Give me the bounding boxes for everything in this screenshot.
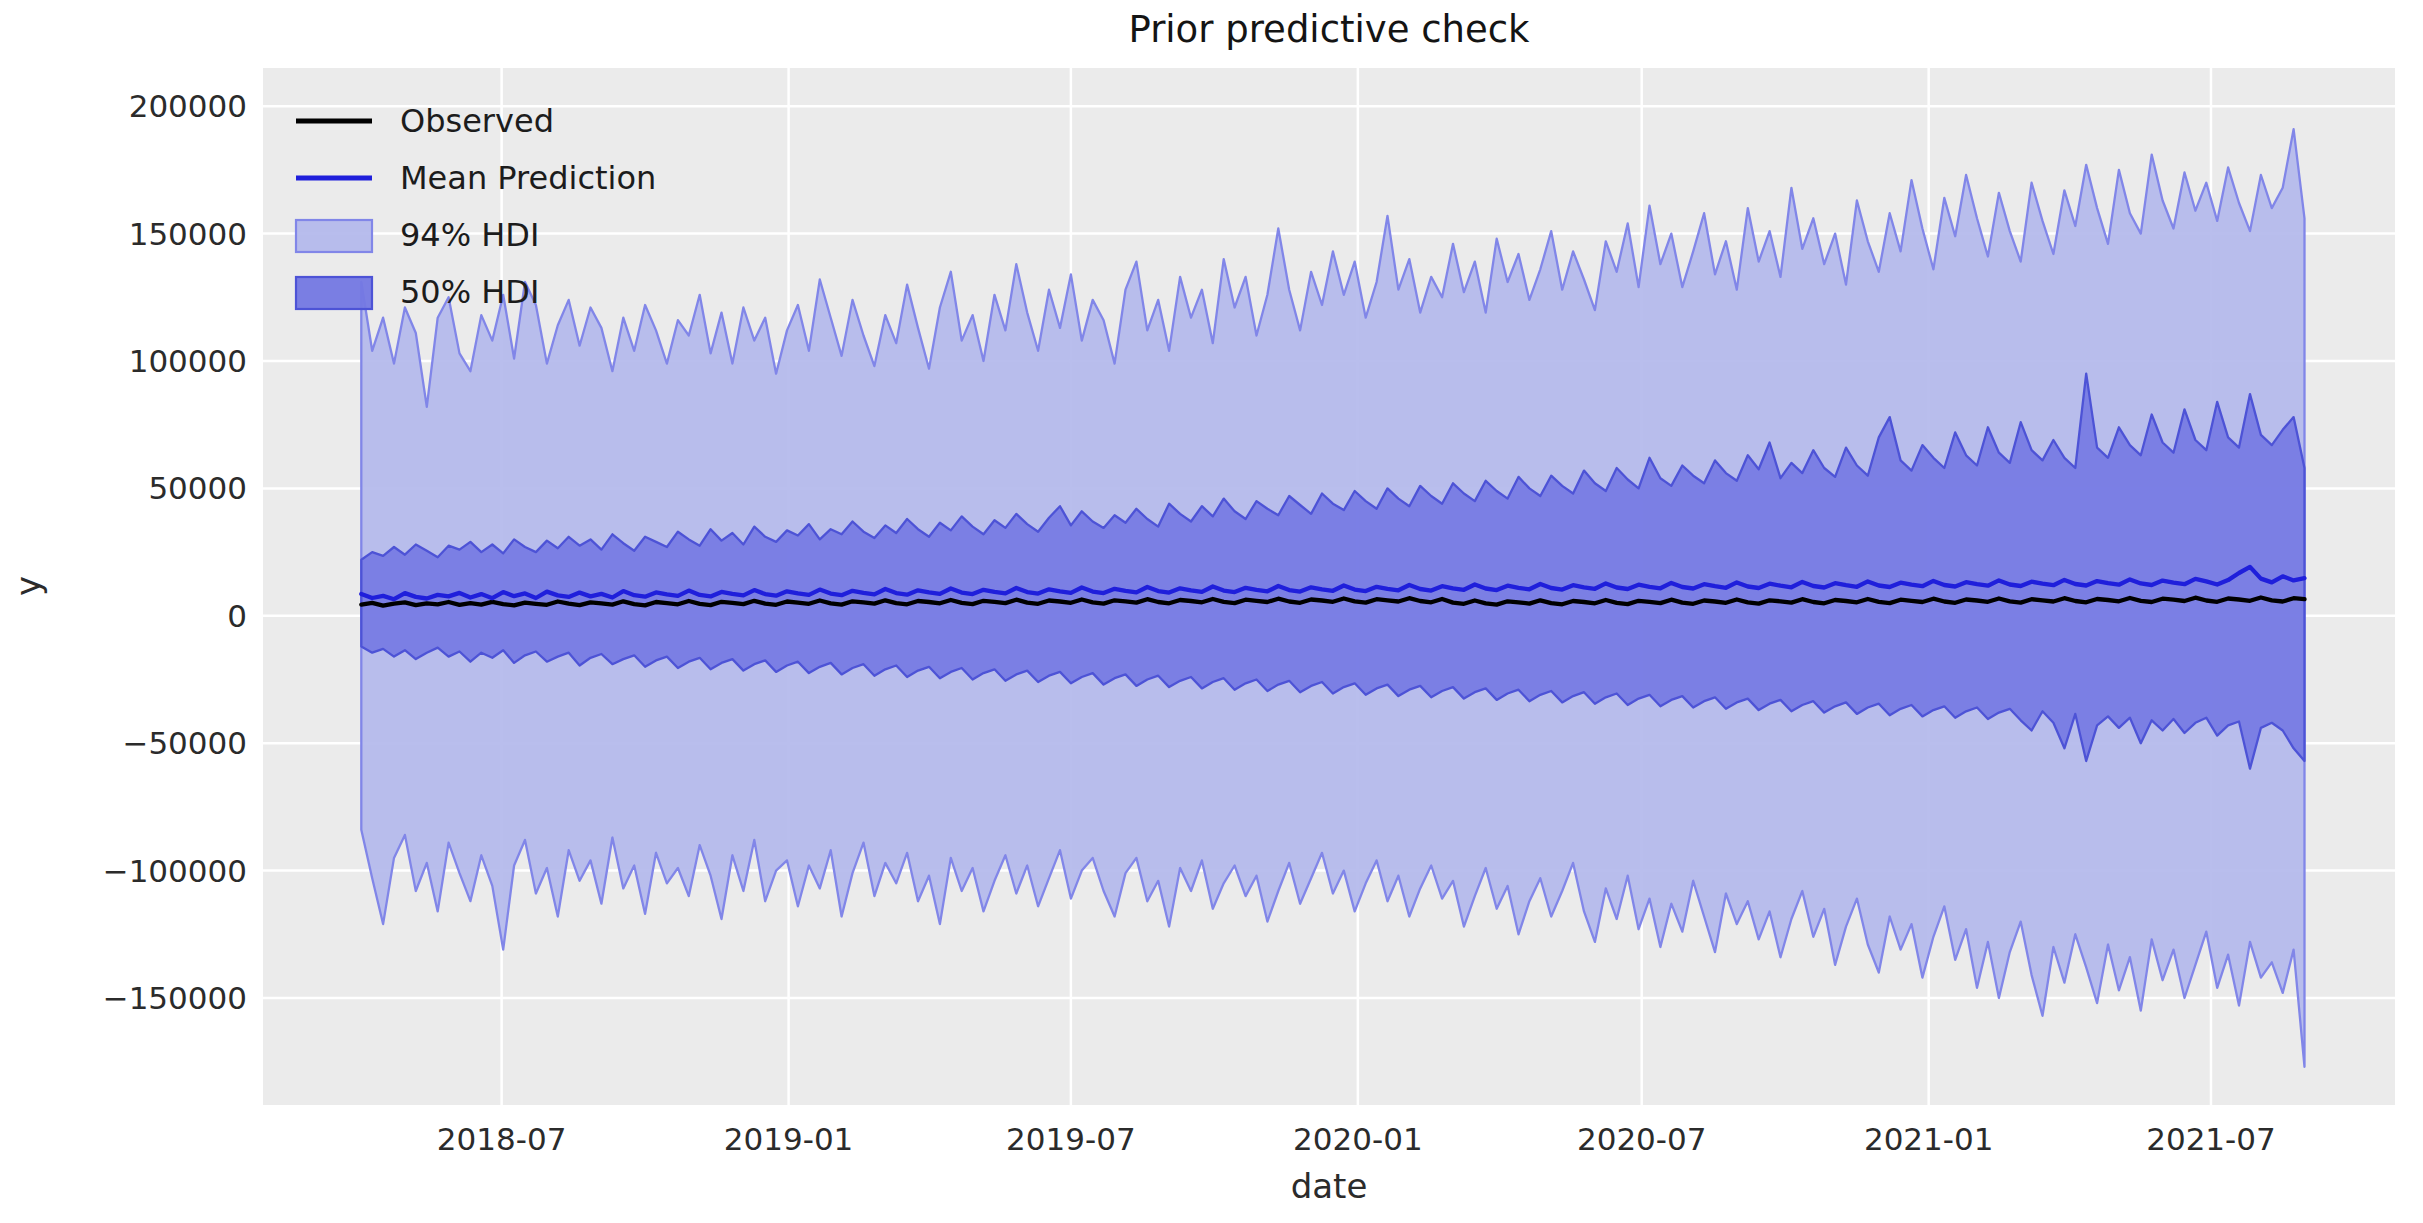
hdi94-legend-patch: [296, 220, 372, 252]
y-axis-label: y: [8, 576, 48, 596]
prior-predictive-figure: 2018-07 2019-01 2019-07 2020-01 2020-07 2021-…: [0, 0, 2423, 1223]
y-tick-label: 150000: [129, 216, 247, 252]
y-tick-label: −150000: [103, 980, 247, 1016]
legend-label-50-hdi: 50% HDI: [400, 273, 539, 311]
x-tick-label: 2020-07: [1577, 1121, 1707, 1157]
y-tick-label: 50000: [148, 470, 247, 506]
prior-predictive-chart: 2018-07 2019-01 2019-07 2020-01 2020-07 2021-…: [0, 0, 2423, 1223]
x-axis-label: date: [1291, 1166, 1368, 1206]
legend-label-observed: Observed: [400, 102, 554, 140]
legend-label-94-hdi: 94% HDI: [400, 216, 539, 254]
y-tick-label: 100000: [129, 343, 247, 379]
x-tick-label: 2019-01: [724, 1121, 854, 1157]
y-tick-label: −100000: [103, 853, 247, 889]
y-tick-label: −50000: [122, 725, 247, 761]
legend-label-mean-prediction: Mean Prediction: [400, 159, 656, 197]
x-tick-label: 2018-07: [437, 1121, 567, 1157]
x-tick-label: 2021-07: [2146, 1121, 2276, 1157]
x-tick-label: 2019-07: [1006, 1121, 1136, 1157]
x-tick-label: 2021-01: [1864, 1121, 1994, 1157]
y-tick-label: 0: [227, 598, 247, 634]
y-tick-label: 200000: [129, 88, 247, 124]
x-tick-label: 2020-01: [1293, 1121, 1423, 1157]
chart-title: Prior predictive check: [1128, 8, 1530, 51]
hdi50-legend-patch: [296, 277, 372, 309]
